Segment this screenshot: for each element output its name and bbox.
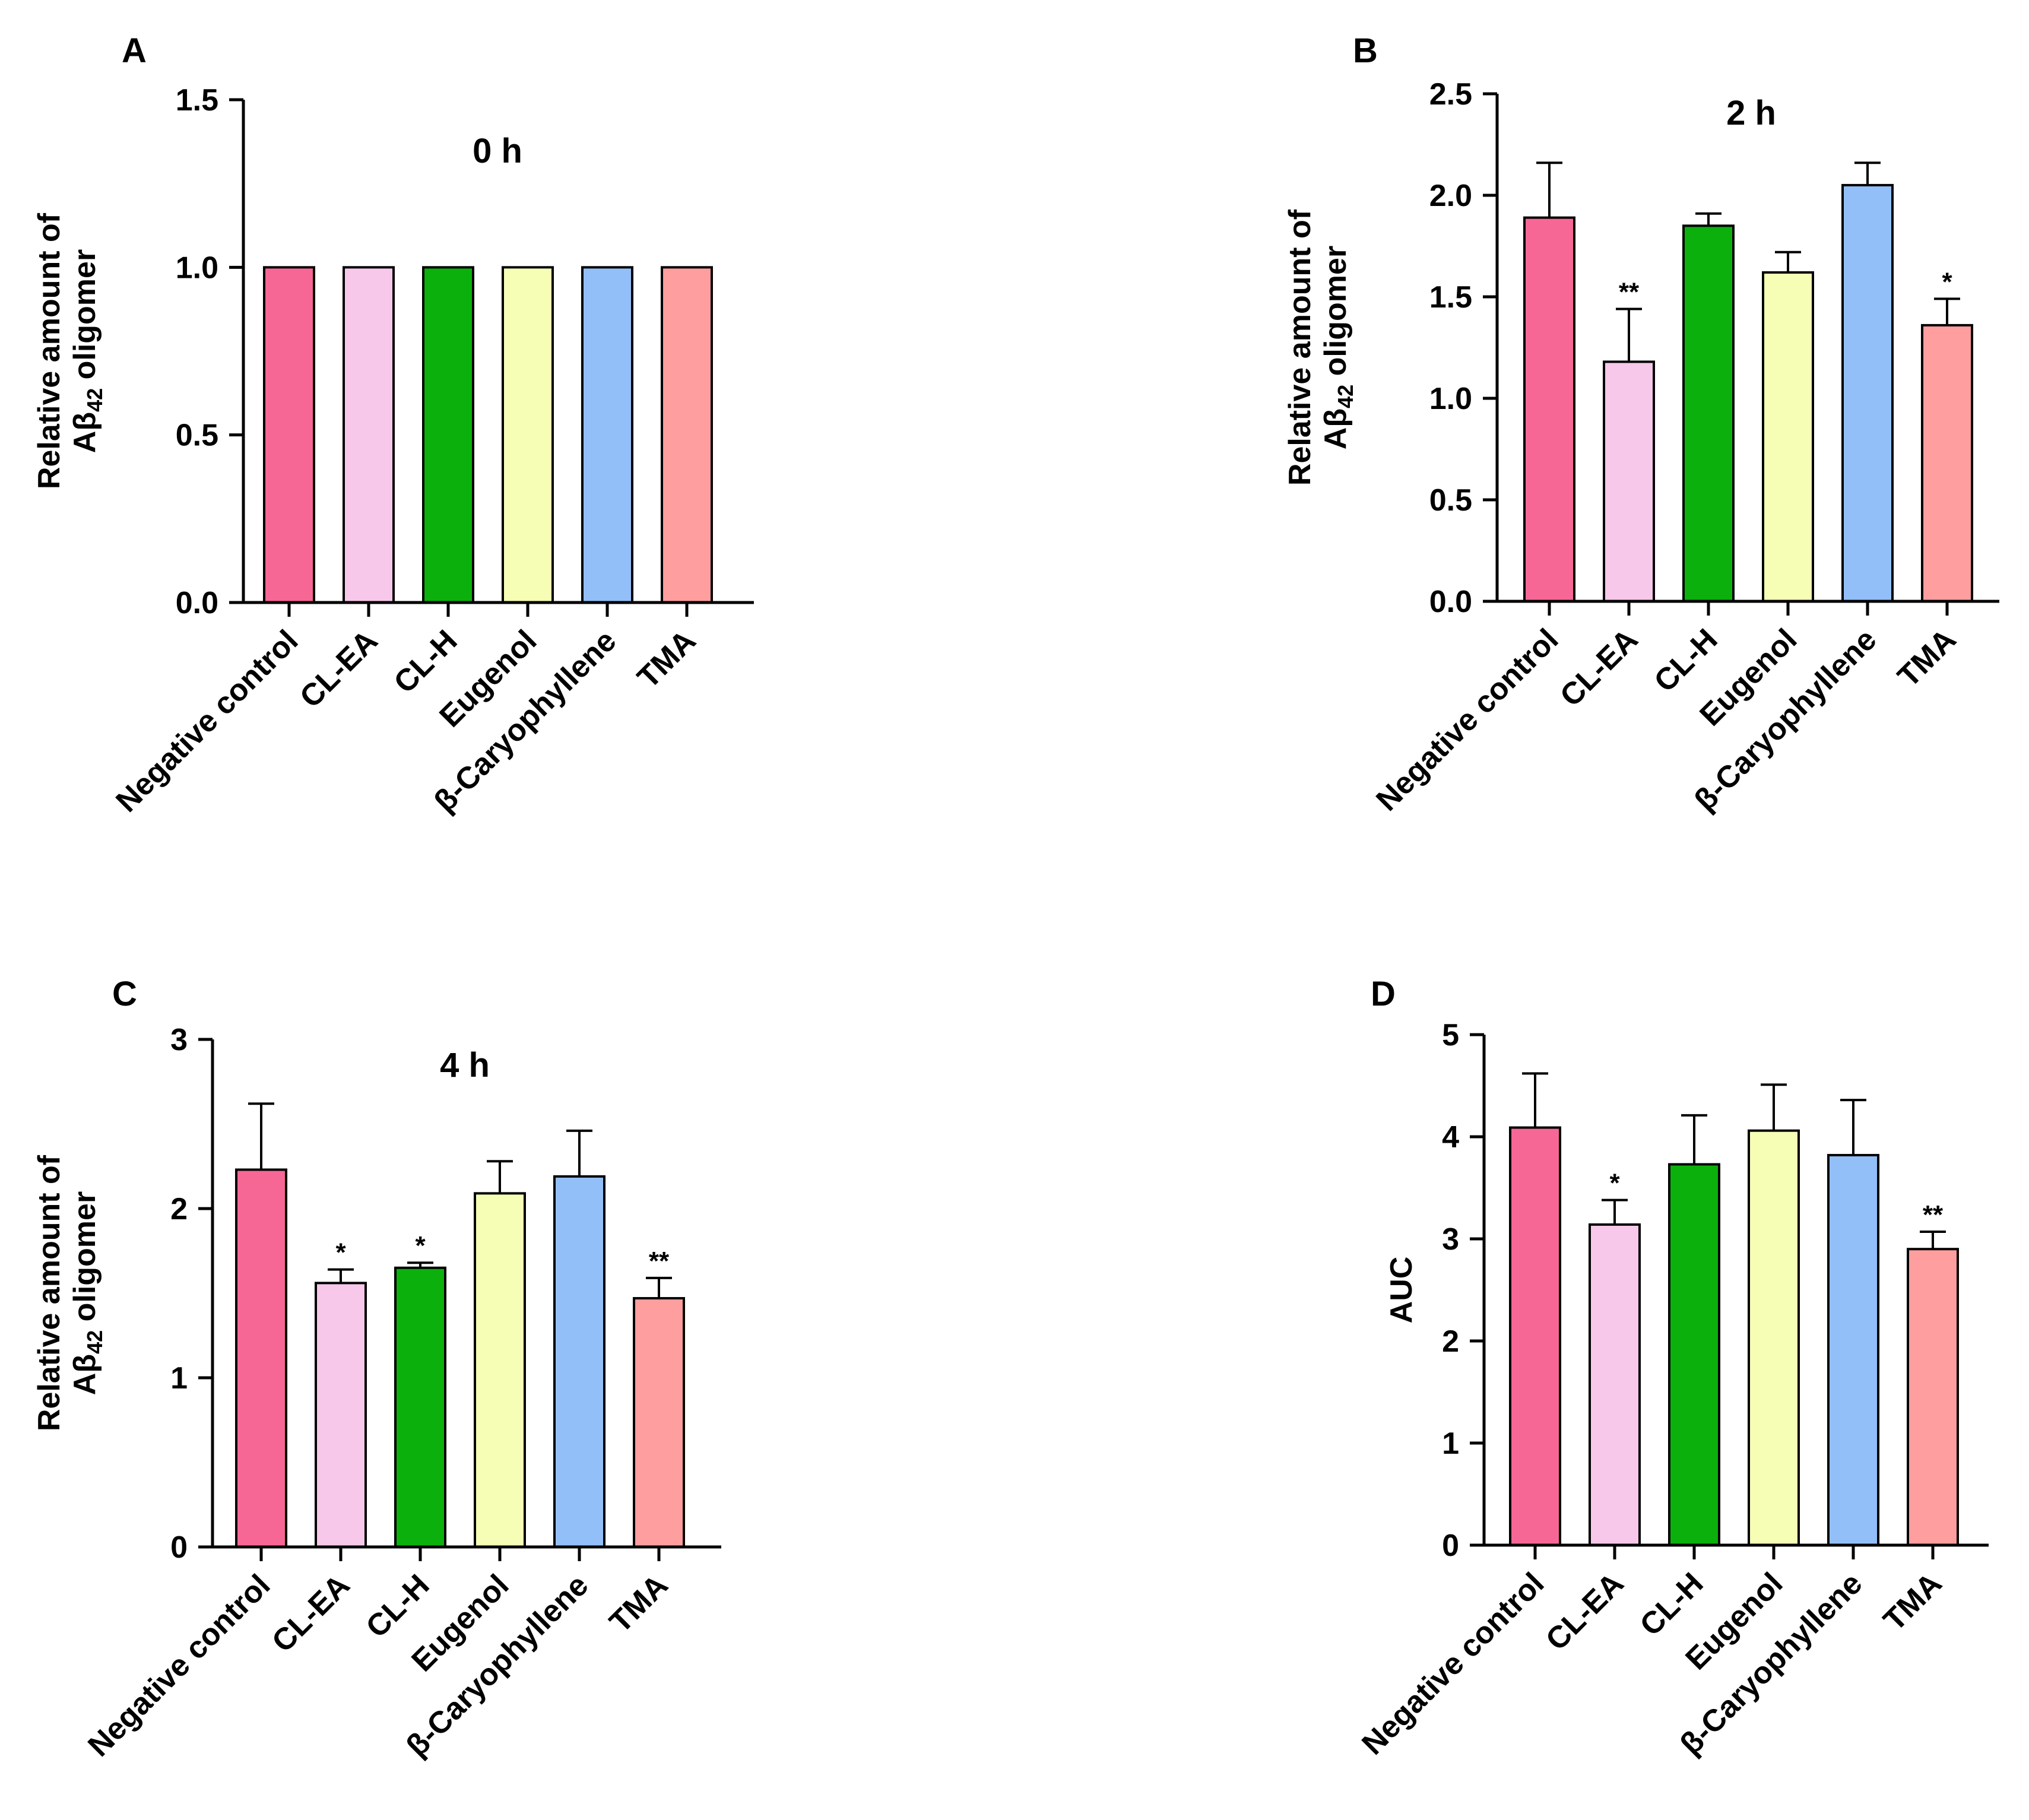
y-tick-label: 1.0 [1429, 382, 1472, 416]
x-tick-label-tma: TMA [1891, 622, 1963, 694]
bar-cl-ea [1603, 360, 1655, 603]
x-tick-label-tma: TMA [631, 623, 703, 695]
bar-cl-ea [1589, 1223, 1641, 1546]
y-tick-label: 0.5 [1429, 483, 1472, 518]
x-tick-label-cl-h: CL-H [388, 623, 464, 700]
y-axis-label-prefix: Aβ [68, 1354, 102, 1395]
bar-eugenol [1748, 1129, 1800, 1547]
y-axis-label-subscript: 42 [83, 388, 107, 412]
x-tick-label-cl-h: CL-H [1648, 622, 1724, 699]
panel-label: B [1353, 31, 1378, 70]
y-axis-label-prefix: Aβ [68, 412, 102, 453]
chart-title: 4 h [440, 1046, 490, 1085]
panel-a: A 0 h Relative amount of Aβ42 oligomer 0.0 0.… [32, 31, 754, 819]
bar-negative-control [263, 266, 315, 604]
y-tick-label: 3 [1442, 1222, 1459, 1257]
y-tick-label: 2 [170, 1192, 188, 1226]
y-axis-label-subscript: 42 [83, 1330, 107, 1354]
y-tick-label: 0 [1442, 1529, 1459, 1563]
significance-mark: * [415, 1231, 426, 1260]
x-tick-label-cl-ea: CL-EA [293, 623, 384, 714]
y-tick-label: 0.0 [1429, 585, 1472, 619]
y-axis-label: Relative amount of Aβ42 oligomer [1283, 209, 1358, 486]
bar-negative-control [235, 1168, 287, 1548]
y-axis-label-line2: Aβ42 oligomer [68, 249, 107, 453]
bar-cl-ea [343, 266, 395, 604]
bar-beta-caryophyllene [553, 1175, 605, 1548]
bar-negative-control [1523, 216, 1575, 603]
x-tick-label-cl-ea: CL-EA [1539, 1566, 1630, 1657]
bar-tma [661, 266, 713, 604]
y-axis-label-subscript: 42 [1333, 385, 1358, 408]
y-tick-label: 1 [1442, 1426, 1459, 1461]
x-tick-label-negative-control: Negative control [109, 623, 305, 819]
y-axis-label-suffix: oligomer [1318, 246, 1353, 385]
bar-beta-caryophyllene [581, 266, 633, 604]
bar-eugenol [1762, 271, 1814, 603]
y-tick-label: 0.0 [176, 586, 218, 620]
y-axis-label-suffix: oligomer [68, 249, 102, 388]
significance-mark: * [1609, 1169, 1620, 1198]
bar-tma [633, 1297, 685, 1549]
y-tick-label: 3 [170, 1023, 188, 1057]
y-axis-label-prefix: Aβ [1318, 408, 1353, 449]
bar-cl-h [1682, 224, 1735, 603]
y-axis-label: AUC [1384, 1257, 1419, 1324]
x-tick-label-tma: TMA [1877, 1566, 1949, 1638]
x-tick-label-cl-ea: CL-EA [1554, 622, 1644, 713]
y-tick-label: 5 [1442, 1018, 1459, 1052]
y-tick-label: 1.0 [176, 251, 218, 285]
bar-negative-control [1509, 1126, 1561, 1546]
x-tick-label-negative-control: Negative control [1355, 1566, 1551, 1761]
y-tick-label: 2.5 [1429, 77, 1472, 112]
chart-title: 2 h [1726, 94, 1776, 132]
bar-beta-caryophyllene [1841, 183, 1894, 603]
x-tick-label-cl-ea: CL-EA [265, 1568, 356, 1659]
panel-label: D [1371, 975, 1396, 1013]
y-axis-label-line2: Aβ42 oligomer [68, 1191, 107, 1395]
y-tick-label: 0 [170, 1530, 188, 1565]
bar-cl-h [394, 1266, 446, 1548]
bar-cl-h [1668, 1163, 1720, 1546]
panel-label: C [112, 975, 137, 1013]
y-axis-label-line1: Relative amount of [32, 213, 66, 489]
significance-mark: ** [649, 1247, 670, 1276]
bar-tma [1907, 1248, 1959, 1546]
bar-tma [1921, 324, 1973, 603]
y-axis-label-line1: Relative amount of [32, 1155, 66, 1431]
bar-cl-h [422, 266, 474, 604]
x-tick-label-negative-control: Negative control [1369, 622, 1565, 817]
significance-mark: ** [1619, 278, 1640, 307]
x-tick-label-tma: TMA [603, 1568, 675, 1640]
bar-beta-caryophyllene [1827, 1153, 1879, 1546]
y-tick-label: 2.0 [1429, 179, 1472, 213]
y-tick-label: 1.5 [176, 83, 218, 118]
y-axis-label: Relative amount of Aβ42 oligomer [32, 1155, 107, 1431]
y-tick-label: 4 [1442, 1120, 1459, 1155]
y-tick-label: 1 [170, 1361, 188, 1396]
y-axis-label: Relative amount of Aβ42 oligomer [32, 213, 107, 489]
y-axis-label-suffix: oligomer [68, 1191, 102, 1330]
y-axis-label-line2: Aβ42 oligomer [1318, 246, 1358, 449]
significance-mark: ** [1923, 1200, 1944, 1229]
x-tick-label-cl-h: CL-H [360, 1568, 436, 1644]
bar-eugenol [502, 266, 554, 604]
y-axis-label-line1: Relative amount of [1283, 209, 1317, 486]
panel-label: A [122, 31, 147, 70]
y-tick-label: 2 [1442, 1324, 1459, 1359]
bar-cl-ea [315, 1282, 367, 1548]
bar-eugenol [474, 1192, 526, 1548]
chart-title: 0 h [473, 132, 522, 170]
x-tick-label-negative-control: Negative control [81, 1568, 277, 1763]
y-axis-label-line1: AUC [1384, 1257, 1419, 1324]
x-tick-label-cl-h: CL-H [1634, 1566, 1710, 1643]
y-tick-label: 0.5 [176, 418, 218, 453]
significance-mark: * [335, 1238, 346, 1267]
significance-mark: * [1942, 267, 1952, 296]
y-tick-label: 1.5 [1429, 280, 1472, 315]
